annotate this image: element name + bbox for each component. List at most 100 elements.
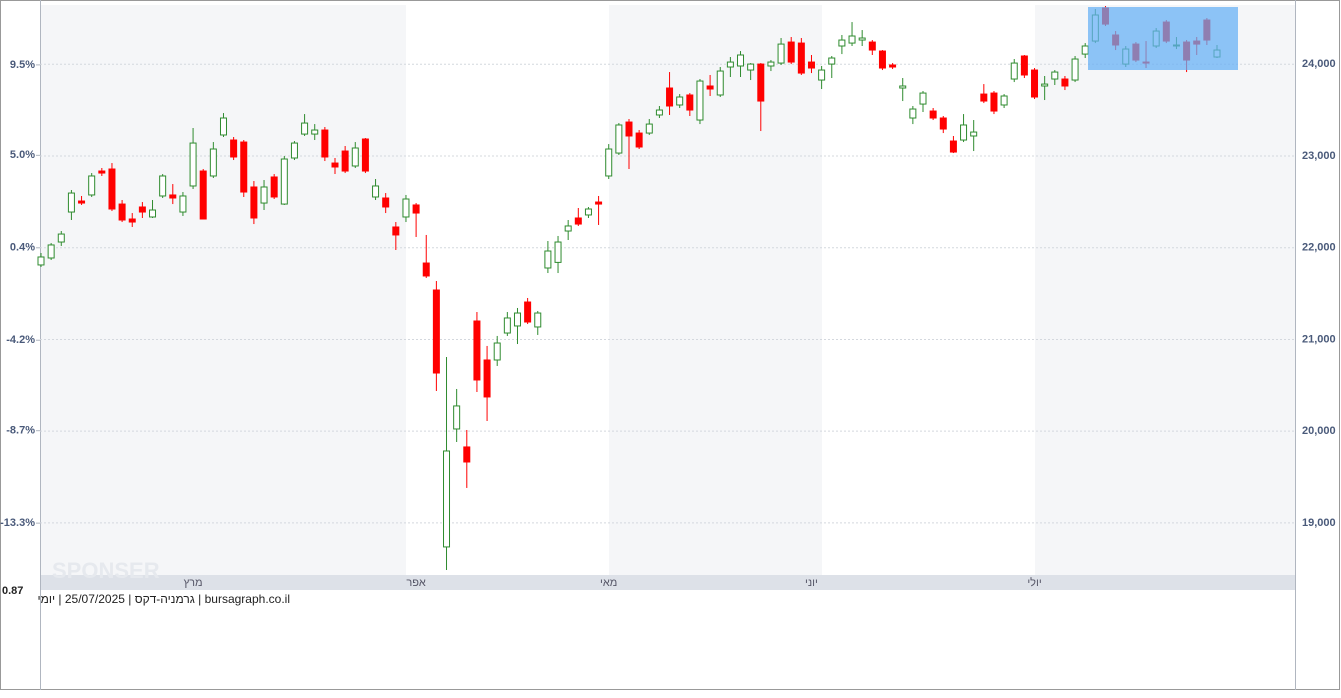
candle-body: [209, 148, 217, 177]
candle-body: [655, 109, 663, 116]
annotation: 0.87: [2, 585, 23, 597]
candle-body: [392, 226, 400, 236]
candle-body: [230, 139, 238, 158]
candle-body: [260, 186, 268, 204]
candle-body: [159, 175, 167, 197]
y-tick-label: 23,000: [1302, 150, 1336, 162]
candle-body: [219, 117, 227, 136]
y-tick-label: 20,000: [1302, 425, 1336, 437]
candle-body: [828, 57, 836, 65]
candle-body: [858, 37, 866, 41]
candle-body: [696, 80, 704, 121]
candle-body: [625, 121, 633, 137]
candle-body: [412, 204, 420, 214]
candle-body: [1010, 62, 1018, 80]
candle-body: [473, 320, 481, 381]
y2-tick-label: -4.2%: [6, 334, 35, 346]
candle-body: [351, 147, 359, 167]
candle-body: [899, 85, 907, 89]
candle-body: [554, 241, 562, 263]
candle-body: [453, 405, 461, 430]
candle-body: [118, 203, 126, 221]
selection-box: [1088, 7, 1238, 70]
x-axis-band: [40, 575, 1295, 590]
candle-body: [321, 129, 329, 158]
candle-body: [878, 50, 886, 69]
candle-body: [240, 141, 248, 193]
watermark: SPONSER: [52, 558, 160, 583]
candle-body: [909, 108, 917, 119]
candle-body: [57, 233, 65, 243]
candle-body: [463, 446, 471, 463]
candle-body: [37, 256, 45, 266]
candle-body: [280, 158, 288, 205]
y-tick-label: 22,000: [1302, 242, 1336, 254]
candle-body: [422, 262, 430, 277]
month-band: [1035, 5, 1295, 575]
candle-body: [301, 122, 309, 135]
y-tick-label: 24,000: [1302, 58, 1336, 70]
candle-body: [706, 85, 714, 90]
candle-body: [1071, 58, 1079, 81]
candle-body: [534, 312, 542, 328]
candle-body: [666, 87, 674, 107]
candle-body: [686, 94, 694, 111]
candle-body: [949, 140, 957, 153]
candle-body: [128, 218, 136, 223]
footer: bursagraph.co.il | גרמניה-דקס | 25/07/20…: [37, 592, 290, 606]
candle-body: [807, 61, 815, 69]
y2-tick-label: -13.3%: [0, 517, 35, 529]
candle-body: [960, 124, 968, 141]
x-tick-label: מאי: [600, 577, 617, 589]
candle-body: [1081, 45, 1089, 55]
candle-body: [199, 170, 207, 220]
y-tick-label: 19,000: [1302, 517, 1336, 529]
candle-body: [584, 208, 592, 216]
candle-body: [848, 35, 856, 44]
candle-body: [787, 41, 795, 63]
y-tick-label: 21,000: [1302, 333, 1336, 345]
candle-body: [777, 43, 785, 64]
candle-body: [483, 359, 491, 398]
candle-body: [818, 69, 826, 81]
candle-body: [889, 64, 897, 68]
candle-body: [138, 206, 146, 213]
candle-body: [88, 175, 96, 196]
candle-body: [67, 192, 75, 213]
candle-body: [443, 450, 451, 548]
candle-body: [513, 312, 521, 327]
candle-body: [757, 63, 765, 102]
candle-body: [189, 142, 197, 187]
month-band: [40, 5, 406, 575]
candle-body: [564, 225, 572, 232]
candle-body: [402, 198, 410, 218]
candle-body: [179, 195, 187, 213]
candle-body: [98, 170, 106, 174]
candle-body: [372, 185, 380, 198]
candle-body: [493, 342, 501, 361]
candle-body: [361, 138, 369, 172]
y2-tick-label: -8.7%: [6, 425, 35, 437]
candle-body: [615, 124, 623, 154]
x-tick-label: יולי: [1027, 576, 1041, 589]
candle-body: [47, 244, 55, 259]
candle-body: [838, 39, 846, 47]
candle-body: [108, 168, 116, 210]
candle-body: [747, 63, 755, 71]
candle-body: [939, 117, 947, 130]
candle-body: [311, 129, 319, 135]
candle-body: [149, 209, 157, 218]
candle-body: [574, 217, 582, 225]
candle-body: [78, 200, 86, 204]
x-tick-label: יוני: [805, 577, 818, 589]
candle-body: [432, 289, 440, 374]
candle-body: [716, 70, 724, 96]
candle-body: [767, 61, 775, 67]
candle-body: [250, 186, 258, 219]
candle-body: [341, 150, 349, 172]
month-band: [609, 5, 822, 575]
candle-body: [605, 148, 613, 177]
y2-tick-label: 0.4%: [10, 242, 35, 254]
